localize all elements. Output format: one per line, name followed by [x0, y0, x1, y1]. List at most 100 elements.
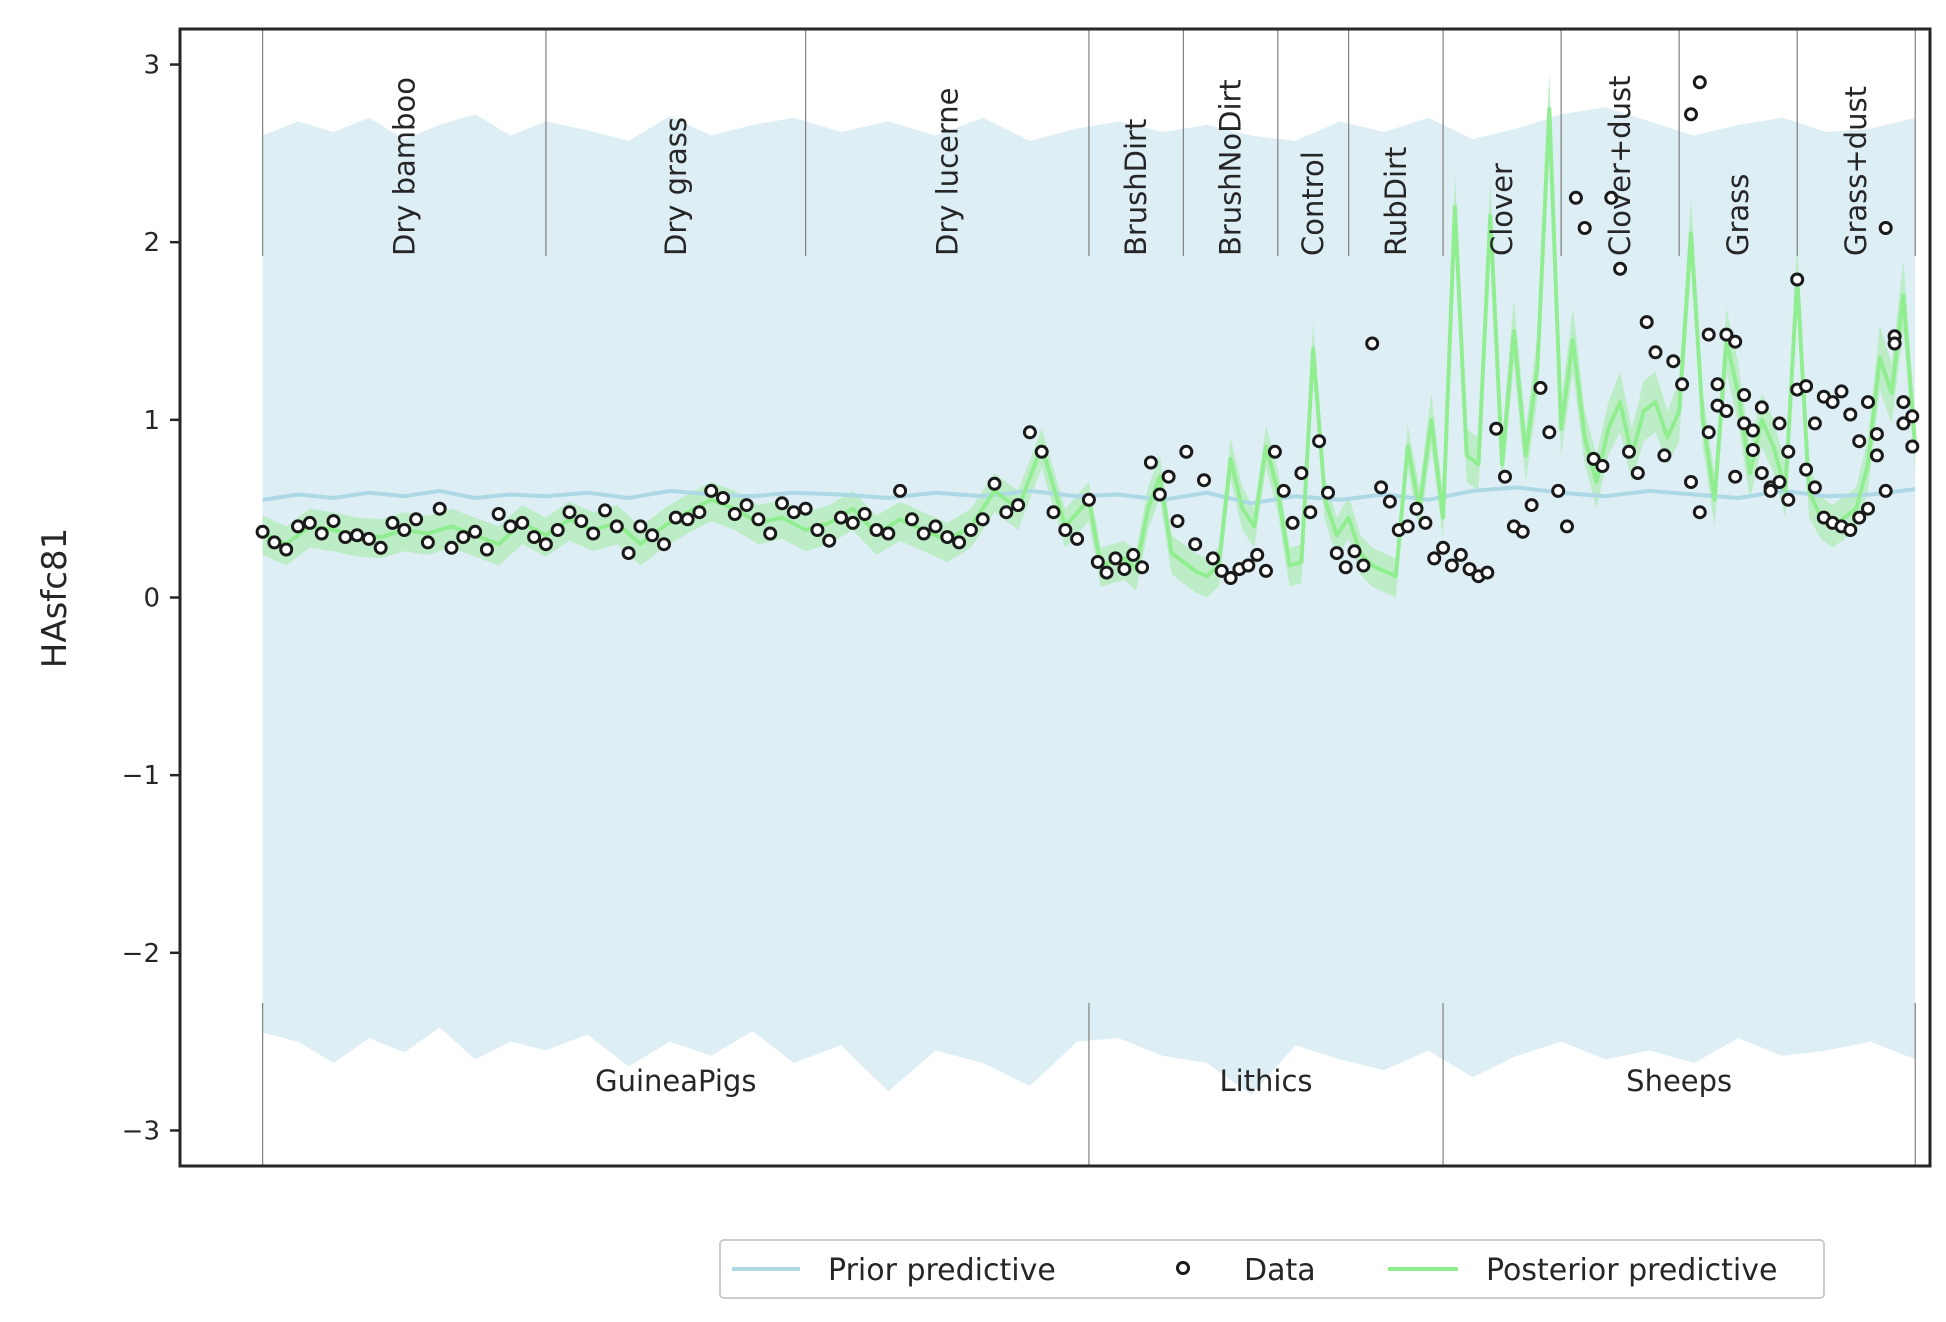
- data-point: [1684, 475, 1698, 489]
- data-point: [1285, 515, 1300, 530]
- prior-predictive-line-layer: [262, 485, 1916, 506]
- y-tick-label: −2: [122, 939, 160, 969]
- data-point: [1692, 505, 1707, 520]
- data-point: [1799, 379, 1814, 394]
- data-point: [432, 501, 447, 516]
- data-point: [1161, 469, 1176, 484]
- data-point: [716, 491, 730, 505]
- data-point: [775, 496, 789, 511]
- data-point: [727, 507, 742, 521]
- data-point: [479, 542, 494, 557]
- data-points-layer: [255, 75, 1920, 585]
- data-point: [1869, 448, 1884, 463]
- data-point: [503, 519, 518, 534]
- treatment-label: Clover+dust: [1603, 75, 1637, 256]
- data-point: [1896, 395, 1911, 410]
- separators-layer: [262, 29, 1916, 1166]
- data-point: [692, 505, 707, 520]
- data-point: [1719, 404, 1734, 418]
- data-point: [1622, 444, 1636, 459]
- data-point: [361, 531, 376, 546]
- y-tick-label: 2: [143, 228, 160, 258]
- data-point: [928, 519, 943, 534]
- data-point: [904, 512, 919, 527]
- data-point: [444, 540, 459, 555]
- data-point: [1034, 444, 1049, 459]
- data-point: [314, 526, 329, 541]
- data-point: [952, 535, 967, 550]
- data-point: [586, 526, 601, 541]
- data-point: [975, 512, 990, 527]
- data-point: [1737, 388, 1752, 402]
- data-point: [1639, 315, 1654, 330]
- data-point: [598, 503, 612, 518]
- data-point: [397, 523, 412, 537]
- data-point: [999, 505, 1014, 520]
- data-point: [1117, 562, 1132, 577]
- data-point: [1462, 562, 1477, 577]
- data-point: [751, 512, 766, 527]
- data-point: [763, 526, 778, 541]
- data-point: [1825, 395, 1840, 410]
- data-point: [1807, 416, 1822, 431]
- data-point: [645, 528, 660, 543]
- data-point: [1613, 261, 1628, 276]
- data-point: [822, 533, 837, 548]
- data-point: [1896, 416, 1911, 431]
- data-point: [1135, 560, 1150, 575]
- data-point: [1905, 439, 1920, 454]
- treatment-label: Dry lucerne: [930, 88, 964, 256]
- data-point: [1338, 560, 1353, 575]
- data-point: [1701, 327, 1716, 342]
- data-point: [739, 498, 754, 513]
- data-point: [1205, 551, 1220, 566]
- data-point: [1436, 540, 1451, 555]
- data-point: [1170, 514, 1185, 529]
- data-point: [1329, 546, 1344, 561]
- treatment-label: Grass+dust: [1839, 86, 1873, 256]
- data-point: [1878, 221, 1893, 235]
- data-point: [786, 505, 801, 520]
- data-point: [1772, 475, 1787, 489]
- category-labels-layer: Dry bamboo Dry grass Dry lucerne BrushDirt B…: [387, 75, 1873, 1098]
- data-point: [857, 507, 872, 521]
- legend-data-swatch: [1176, 1261, 1190, 1275]
- data-point: [1058, 523, 1073, 537]
- data-point: [1843, 407, 1858, 422]
- data-point: [1648, 345, 1663, 360]
- y-tick-label: −3: [122, 1116, 160, 1146]
- posterior-predictive-band-layer: [262, 73, 1916, 598]
- data-point: [1710, 377, 1725, 392]
- data-point: [1046, 505, 1061, 520]
- data-point: [1418, 515, 1433, 530]
- data-point: [1604, 190, 1619, 205]
- data-point: [1409, 501, 1424, 516]
- data-point: [1453, 547, 1468, 562]
- data-point: [291, 519, 305, 534]
- treatment-label: Control: [1296, 151, 1330, 256]
- data-point: [1524, 498, 1539, 513]
- data-point: [1427, 551, 1442, 566]
- data-point: [1070, 531, 1085, 546]
- y-axis-label: HAsfc81: [35, 528, 75, 668]
- data-point: [1852, 434, 1867, 449]
- data-point: [1852, 510, 1867, 525]
- data-point: [1577, 221, 1592, 235]
- prior-predictive-band-layer: [262, 107, 1916, 1095]
- data-point: [609, 519, 624, 534]
- data-point: [1861, 395, 1875, 410]
- data-point: [1223, 571, 1238, 585]
- data-point: [1905, 409, 1920, 424]
- data-point: [562, 505, 577, 520]
- legend-prior-predictive-label: Prior predictive: [828, 1253, 1056, 1288]
- data-point: [1551, 483, 1566, 498]
- data-point: [1843, 523, 1858, 537]
- y-tick-label: 0: [143, 584, 160, 614]
- data-point: [633, 519, 648, 534]
- data-point: [456, 530, 471, 545]
- data-point: [1241, 558, 1256, 573]
- data-point: [1630, 466, 1645, 481]
- legend-box: [719, 1239, 1825, 1299]
- data-point: [1498, 469, 1512, 484]
- data-point: [1834, 384, 1849, 399]
